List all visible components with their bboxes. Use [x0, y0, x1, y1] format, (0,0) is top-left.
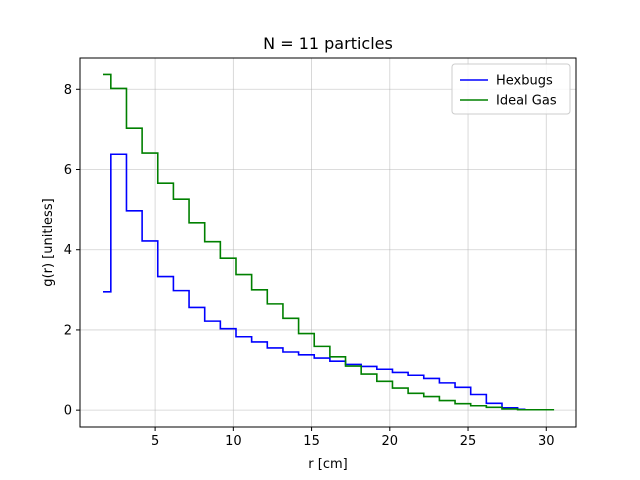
x-tick-label: 15 [303, 434, 320, 449]
y-axis-label: g(r) [unitless] [41, 198, 56, 286]
ticks: 5 10 15 20 25 30 0 2 4 6 8 [64, 83, 555, 449]
y-tick-label: 8 [64, 83, 72, 98]
chart-title: N = 11 particles [263, 34, 393, 53]
x-tick-label: 10 [225, 434, 242, 449]
x-tick-label: 30 [538, 434, 555, 449]
legend-label: Ideal Gas [496, 94, 557, 109]
x-tick-label: 20 [382, 434, 399, 449]
y-tick-label: 6 [64, 163, 72, 178]
x-tick-label: 5 [151, 434, 159, 449]
x-axis-label: r [cm] [308, 457, 347, 472]
y-tick-label: 4 [64, 243, 72, 258]
series-line-ideal-gas [103, 73, 555, 411]
axes-frame [79, 57, 577, 428]
series-line-hexbugs [103, 153, 526, 411]
legend: Hexbugs Ideal Gas [451, 63, 571, 115]
y-tick-label: 0 [64, 404, 72, 419]
plot-series [103, 73, 555, 411]
y-tick-label: 2 [64, 323, 72, 338]
legend-box [451, 63, 571, 115]
legend-label: Hexbugs [496, 74, 553, 89]
x-tick-label: 25 [460, 434, 477, 449]
